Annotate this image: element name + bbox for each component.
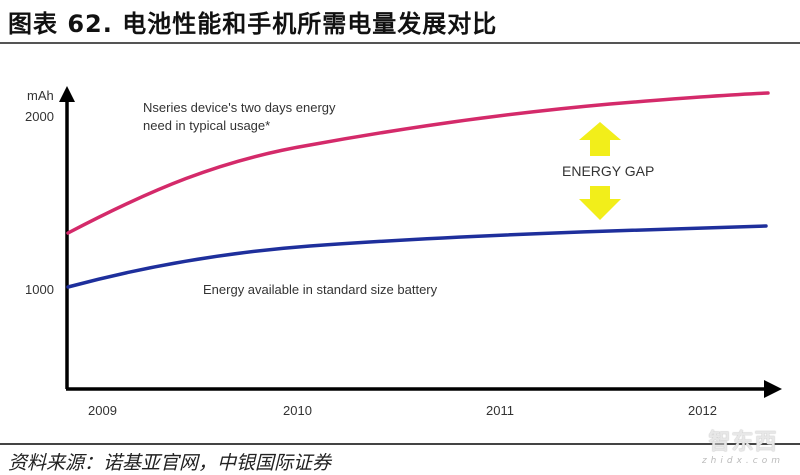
- energy-gap-up-arrow-icon: [579, 122, 621, 156]
- watermark-name: 智东西: [708, 430, 778, 455]
- source-divider: [0, 443, 800, 445]
- battery-line: [66, 224, 768, 289]
- x-tick-2009: 2009: [88, 403, 117, 418]
- title-divider: [0, 42, 800, 44]
- demand-line: [66, 91, 770, 235]
- y-axis-unit-label: mAh: [27, 88, 54, 103]
- x-tick-2011: 2011: [486, 403, 514, 418]
- demand-annotation-line2: need in typical usage*: [143, 118, 270, 133]
- y-tick-2000: 2000: [25, 109, 54, 124]
- energy-gap-down-arrow-icon: [579, 186, 621, 220]
- source-note: 资料来源：诺基亚官网，中银国际证券: [8, 452, 332, 474]
- energy-gap-label: ENERGY GAP: [562, 163, 654, 179]
- watermark-url: zhidx.com: [701, 456, 784, 466]
- y-axis: [59, 86, 75, 389]
- x-tick-2010: 2010: [283, 403, 312, 418]
- x-axis: [66, 380, 782, 398]
- y-tick-1000: 1000: [25, 282, 54, 297]
- watermark: 智东西 zhidx.com: [702, 424, 784, 466]
- energy-gap-chart: mAh 2000 1000 2009 2010 2011 2012 Nserie…: [25, 86, 782, 418]
- x-tick-2012: 2012: [688, 403, 717, 418]
- demand-annotation-line1: Nseries device's two days energy: [143, 100, 336, 115]
- figure-title: 图表 62. 电池性能和手机所需电量发展对比: [8, 10, 498, 38]
- battery-annotation: Energy available in standard size batter…: [203, 282, 438, 297]
